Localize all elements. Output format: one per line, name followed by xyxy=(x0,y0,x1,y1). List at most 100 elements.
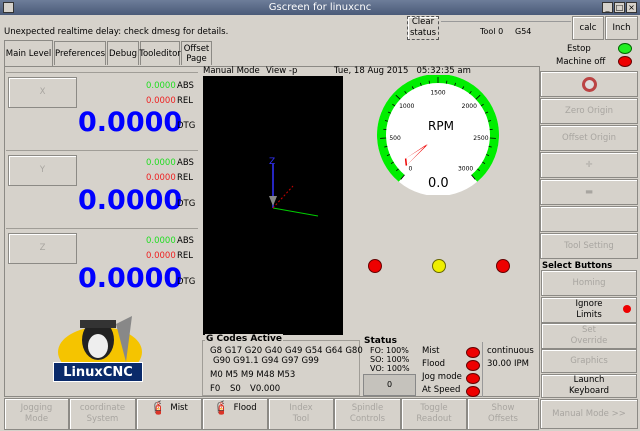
mist-label: Mist xyxy=(422,346,440,356)
gauge-value: 0.0 xyxy=(428,176,449,191)
estop-led xyxy=(618,43,632,54)
toggle-readout-button[interactable]: Toggle Readout xyxy=(401,398,467,430)
machine-state-label: Machine off xyxy=(556,57,606,67)
mist-button-label: Mist xyxy=(170,403,188,413)
logo-text: LinuxCNC xyxy=(53,362,143,382)
tab-debug[interactable]: Debug xyxy=(107,41,139,65)
blank-button[interactable] xyxy=(540,206,638,232)
window-title: Gscreen for linuxcnc xyxy=(268,2,372,13)
abs-label: ABS xyxy=(177,81,194,91)
tab-preferences[interactable]: Preferences xyxy=(54,41,106,65)
axis-y-button[interactable]: Y xyxy=(8,155,77,186)
dro-z: Z 0.0000 ABS 0.0000 REL 0.0000 DTG xyxy=(6,228,198,306)
abs-value: 0.0000 xyxy=(146,81,176,91)
gauge-tick-label: 2500 xyxy=(473,135,488,142)
gauge-tick-label: 1000 xyxy=(399,103,414,110)
maximize-button[interactable]: □ xyxy=(614,2,625,13)
graphics-button[interactable]: Graphics xyxy=(541,349,637,373)
status-message: Unexpected realtime delay: check dmesg f… xyxy=(4,27,229,37)
speed-value: S0 xyxy=(230,384,241,394)
estop-label: Estop xyxy=(567,44,591,54)
gauge-tick xyxy=(471,174,476,180)
dro-y: Y 0.0000 ABS 0.0000 REL 0.0000 DTG xyxy=(6,150,198,228)
jogging-mode-button[interactable]: Jogging Mode xyxy=(4,398,69,430)
index-tool-button[interactable]: Index Tool xyxy=(268,398,334,430)
power-icon xyxy=(581,76,597,92)
gauge-tick xyxy=(488,120,492,122)
gauge-tick xyxy=(462,86,465,90)
minimize-button[interactable]: _ xyxy=(602,2,613,13)
coordinate-system-label: coordinate System xyxy=(79,403,126,424)
y-axis-line xyxy=(272,185,294,209)
zoom-out-button[interactable]: ▬ xyxy=(540,179,638,205)
jogging-mode-label: Jogging Mode xyxy=(20,403,53,424)
zero-origin-button[interactable]: Zero Origin xyxy=(540,98,638,124)
gcodes-title: G Codes Active xyxy=(205,334,284,344)
datetime: Tue, 18 Aug 2015 05:32:35 am xyxy=(334,66,471,76)
feed-value: F0 xyxy=(210,384,221,394)
gauge-tick xyxy=(480,103,484,107)
gauge-tick xyxy=(420,82,422,86)
gauge-label: RPM xyxy=(428,119,454,133)
gauge-tick xyxy=(485,111,489,114)
manual-mode-button[interactable]: Manual Mode >> xyxy=(540,399,638,429)
gauge-tick xyxy=(411,86,414,90)
axis-z-button[interactable]: Z xyxy=(8,233,77,264)
select-buttons-title: Select Buttons xyxy=(542,261,613,271)
spindle-light-1 xyxy=(368,259,382,273)
spindle-controls-button[interactable]: Spindle Controls xyxy=(334,398,401,430)
ignore-limits-label: Ignore Limits xyxy=(575,299,603,320)
graphics-mode: Manual Mode xyxy=(203,66,260,76)
mist-button[interactable]: 🧯 Mist xyxy=(136,398,202,430)
gauge-tick-label: 2000 xyxy=(462,103,477,110)
flood-button[interactable]: 🧯 Flood xyxy=(202,398,268,430)
velocity-value: V0.000 xyxy=(250,384,281,394)
clear-status-button[interactable]: Clear status xyxy=(407,16,439,40)
gauge-tick xyxy=(384,120,388,122)
zoom-in-button[interactable]: ✛ xyxy=(540,152,638,178)
gauge-face xyxy=(377,75,499,195)
tool-setting-button[interactable]: Tool Setting xyxy=(540,233,638,259)
linuxcnc-logo: LinuxCNC xyxy=(50,312,150,387)
close-button[interactable]: × xyxy=(626,2,637,13)
show-offsets-button[interactable]: Show Offsets xyxy=(467,398,539,430)
minus-icon: ▬ xyxy=(584,186,594,197)
flood-label: Flood xyxy=(422,359,446,369)
gauge-tick xyxy=(488,146,492,148)
at-speed-led xyxy=(466,386,480,397)
gauge-tick xyxy=(387,111,391,114)
mist-led xyxy=(466,347,480,358)
abs-label: ABS xyxy=(177,158,194,168)
calc-button[interactable]: calc xyxy=(572,16,604,40)
ignore-limits-led xyxy=(623,305,631,313)
dtg-value: 0.0000 xyxy=(78,263,183,294)
units-button[interactable]: Inch xyxy=(605,16,638,40)
axis-x-button[interactable]: X xyxy=(8,77,77,108)
offset-origin-button[interactable]: Offset Origin xyxy=(540,125,638,151)
gauge-tick xyxy=(454,82,456,86)
at-speed-label: At Speed xyxy=(422,385,461,395)
coordinate-system-button[interactable]: coordinate System xyxy=(69,398,136,430)
abs-value: 0.0000 xyxy=(146,236,176,246)
gauge-tick xyxy=(395,94,401,100)
flood-icon: 🧯 xyxy=(213,401,230,416)
tab-tooleditor[interactable]: Tooleditor xyxy=(139,41,181,65)
rel-label: REL xyxy=(177,251,194,261)
tab-main-level[interactable]: Main Level xyxy=(4,40,53,66)
homing-button[interactable]: Homing xyxy=(541,270,637,296)
graphics-view-canvas[interactable]: Z xyxy=(203,68,344,335)
window-menu-button[interactable] xyxy=(3,2,14,13)
tab-offset-page[interactable]: Offset Page xyxy=(181,41,212,65)
launch-keyboard-button[interactable]: Launch Keyboard xyxy=(541,374,637,398)
index-tool-label: Index Tool xyxy=(289,403,313,424)
power-button[interactable] xyxy=(540,71,638,97)
gcodes-line2: G90 G91.1 G94 G97 G99 xyxy=(213,356,319,366)
gauge-tick-label: 3000 xyxy=(458,165,473,172)
ignore-limits-button[interactable]: Ignore Limits xyxy=(541,297,637,323)
dtg-label: DTG xyxy=(177,121,196,131)
dtg-label: DTG xyxy=(177,277,196,287)
gauge-tick xyxy=(486,154,490,156)
plus-icon: ✛ xyxy=(585,159,593,170)
set-override-button[interactable]: Set Override xyxy=(541,323,637,349)
spindle-light-3 xyxy=(496,259,510,273)
